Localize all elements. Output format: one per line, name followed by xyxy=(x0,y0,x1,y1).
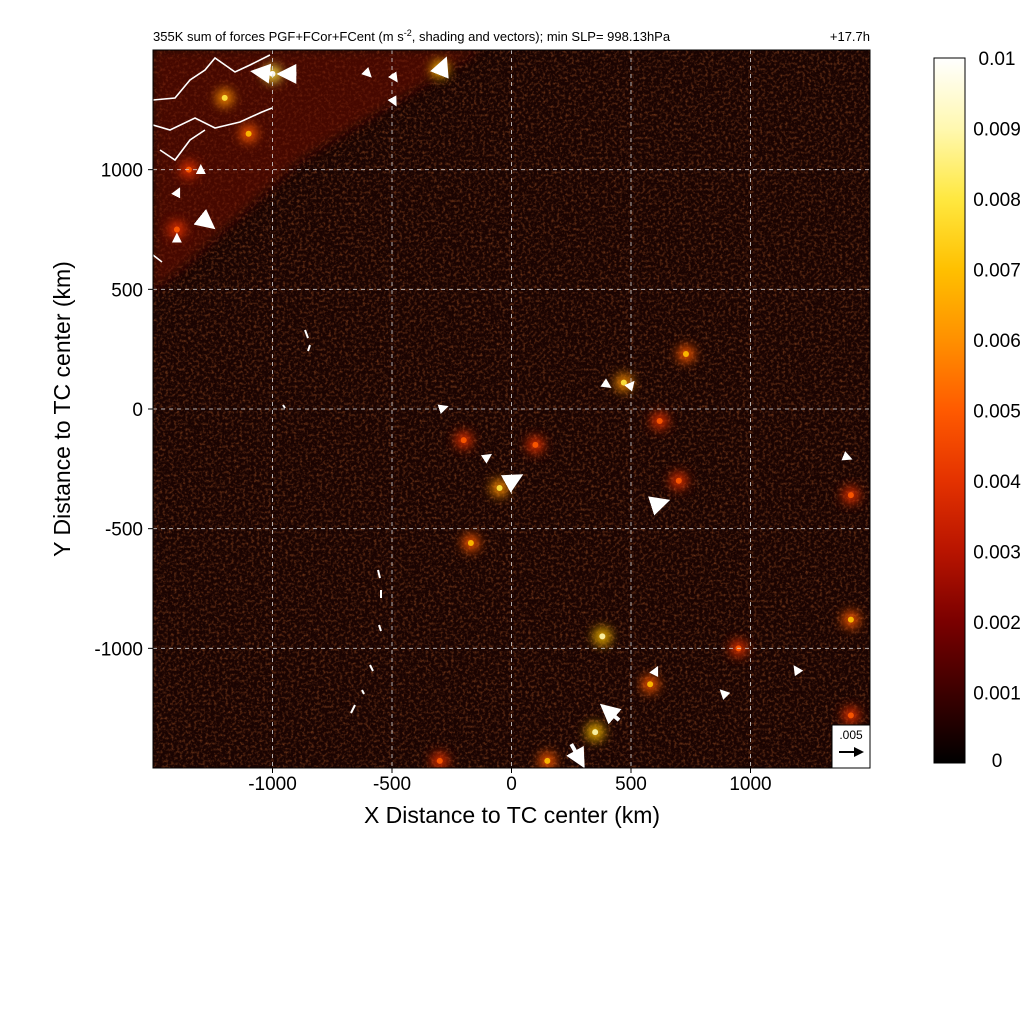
x-axis-label: X Distance to TC center (km) xyxy=(364,802,660,828)
force-vector xyxy=(171,187,181,199)
force-vector xyxy=(599,703,622,725)
reference-vector-label: .005 xyxy=(839,728,863,742)
field-hotspot-core xyxy=(460,437,467,444)
colorbar-tick-label: 0.003 xyxy=(973,543,1021,564)
colorbar-ticks: 0 0.001 0.002 0.003 0.004 0.005 0.006 0.007 0.00… xyxy=(973,49,1021,772)
field-hotspot-core xyxy=(173,226,180,233)
force-vector xyxy=(193,208,216,230)
field-hotspot-core xyxy=(221,94,228,101)
x-axis-ticks: -1000 -500 0 500 1000 xyxy=(248,768,772,795)
field-hotspot-core xyxy=(436,757,443,764)
force-vector xyxy=(648,496,671,516)
x-tick-label: 0 xyxy=(506,774,517,795)
force-vector xyxy=(719,689,731,700)
field-hotspot-core xyxy=(599,633,606,640)
colorbar-tick-label: 0.002 xyxy=(973,613,1021,634)
force-vector xyxy=(566,743,585,768)
colorbar-tick-label: 0.007 xyxy=(973,261,1021,282)
force-vector xyxy=(793,665,804,677)
field-hotspot-core xyxy=(496,484,503,491)
field-hotspot-core xyxy=(656,417,663,424)
x-tick-label: 500 xyxy=(615,774,647,795)
y-axis-ticks: -1000 -500 0 500 1000 xyxy=(94,161,153,660)
coastline xyxy=(153,54,273,263)
field-hotspot-core xyxy=(467,540,474,547)
force-vector xyxy=(841,451,853,461)
forecast-time-label: +17.7h xyxy=(830,29,870,44)
force-vector xyxy=(649,665,659,678)
y-tick-label: 0 xyxy=(132,400,143,421)
force-vector xyxy=(437,404,449,414)
force-vector xyxy=(387,95,397,107)
field-hotspot-core xyxy=(847,492,854,499)
x-tick-label: -500 xyxy=(373,774,411,795)
chart-title: 355K sum of forces PGF+FCor+FCent (m s-2… xyxy=(153,28,671,44)
coastline-fragments xyxy=(282,329,382,714)
field-hotspot-core xyxy=(245,130,252,137)
force-vector xyxy=(361,67,372,78)
reference-vector-box: .005 xyxy=(831,724,871,769)
force-vector xyxy=(600,378,612,389)
force-vector xyxy=(624,380,635,392)
y-tick-label: -500 xyxy=(105,520,143,541)
field-hotspot-core xyxy=(544,757,551,764)
y-tick-label: 1000 xyxy=(101,161,143,182)
force-vector xyxy=(388,71,398,83)
plot-area xyxy=(153,50,870,768)
colorbar xyxy=(933,57,966,764)
y-axis-label: Y Distance to TC center (km) xyxy=(49,261,75,557)
force-vector xyxy=(250,63,273,84)
field-hotspot-core xyxy=(620,379,627,386)
force-vector xyxy=(480,453,493,464)
upper-left-band xyxy=(153,50,480,290)
field-hotspot-core xyxy=(532,441,539,448)
field-hotspot-core xyxy=(847,712,854,719)
y-tick-label: 500 xyxy=(111,280,143,301)
field-hotspot-core xyxy=(682,350,689,357)
force-vector xyxy=(430,56,449,79)
field-hotspot-core xyxy=(592,729,599,736)
field-hotspot-core xyxy=(675,477,682,484)
field-hotspot-core xyxy=(847,616,854,623)
force-vector xyxy=(500,474,524,493)
x-tick-label: 1000 xyxy=(729,774,771,795)
colorbar-tick-label: 0 xyxy=(992,751,1003,772)
colorbar-tick-label: 0.009 xyxy=(973,120,1021,141)
vector-layer xyxy=(171,56,853,768)
colorbar-tick-label: 0.001 xyxy=(973,684,1021,705)
y-tick-label: -1000 xyxy=(94,639,143,660)
colorbar-tick-label: 0.008 xyxy=(973,190,1021,211)
field-hotspot-core xyxy=(647,681,654,688)
colorbar-tick-label: 0.006 xyxy=(973,331,1021,352)
colorbar-tick-label: 0.01 xyxy=(979,49,1016,70)
x-tick-label: -1000 xyxy=(248,774,297,795)
colorbar-tick-label: 0.004 xyxy=(973,472,1021,493)
colorbar-tick-label: 0.005 xyxy=(973,402,1021,423)
